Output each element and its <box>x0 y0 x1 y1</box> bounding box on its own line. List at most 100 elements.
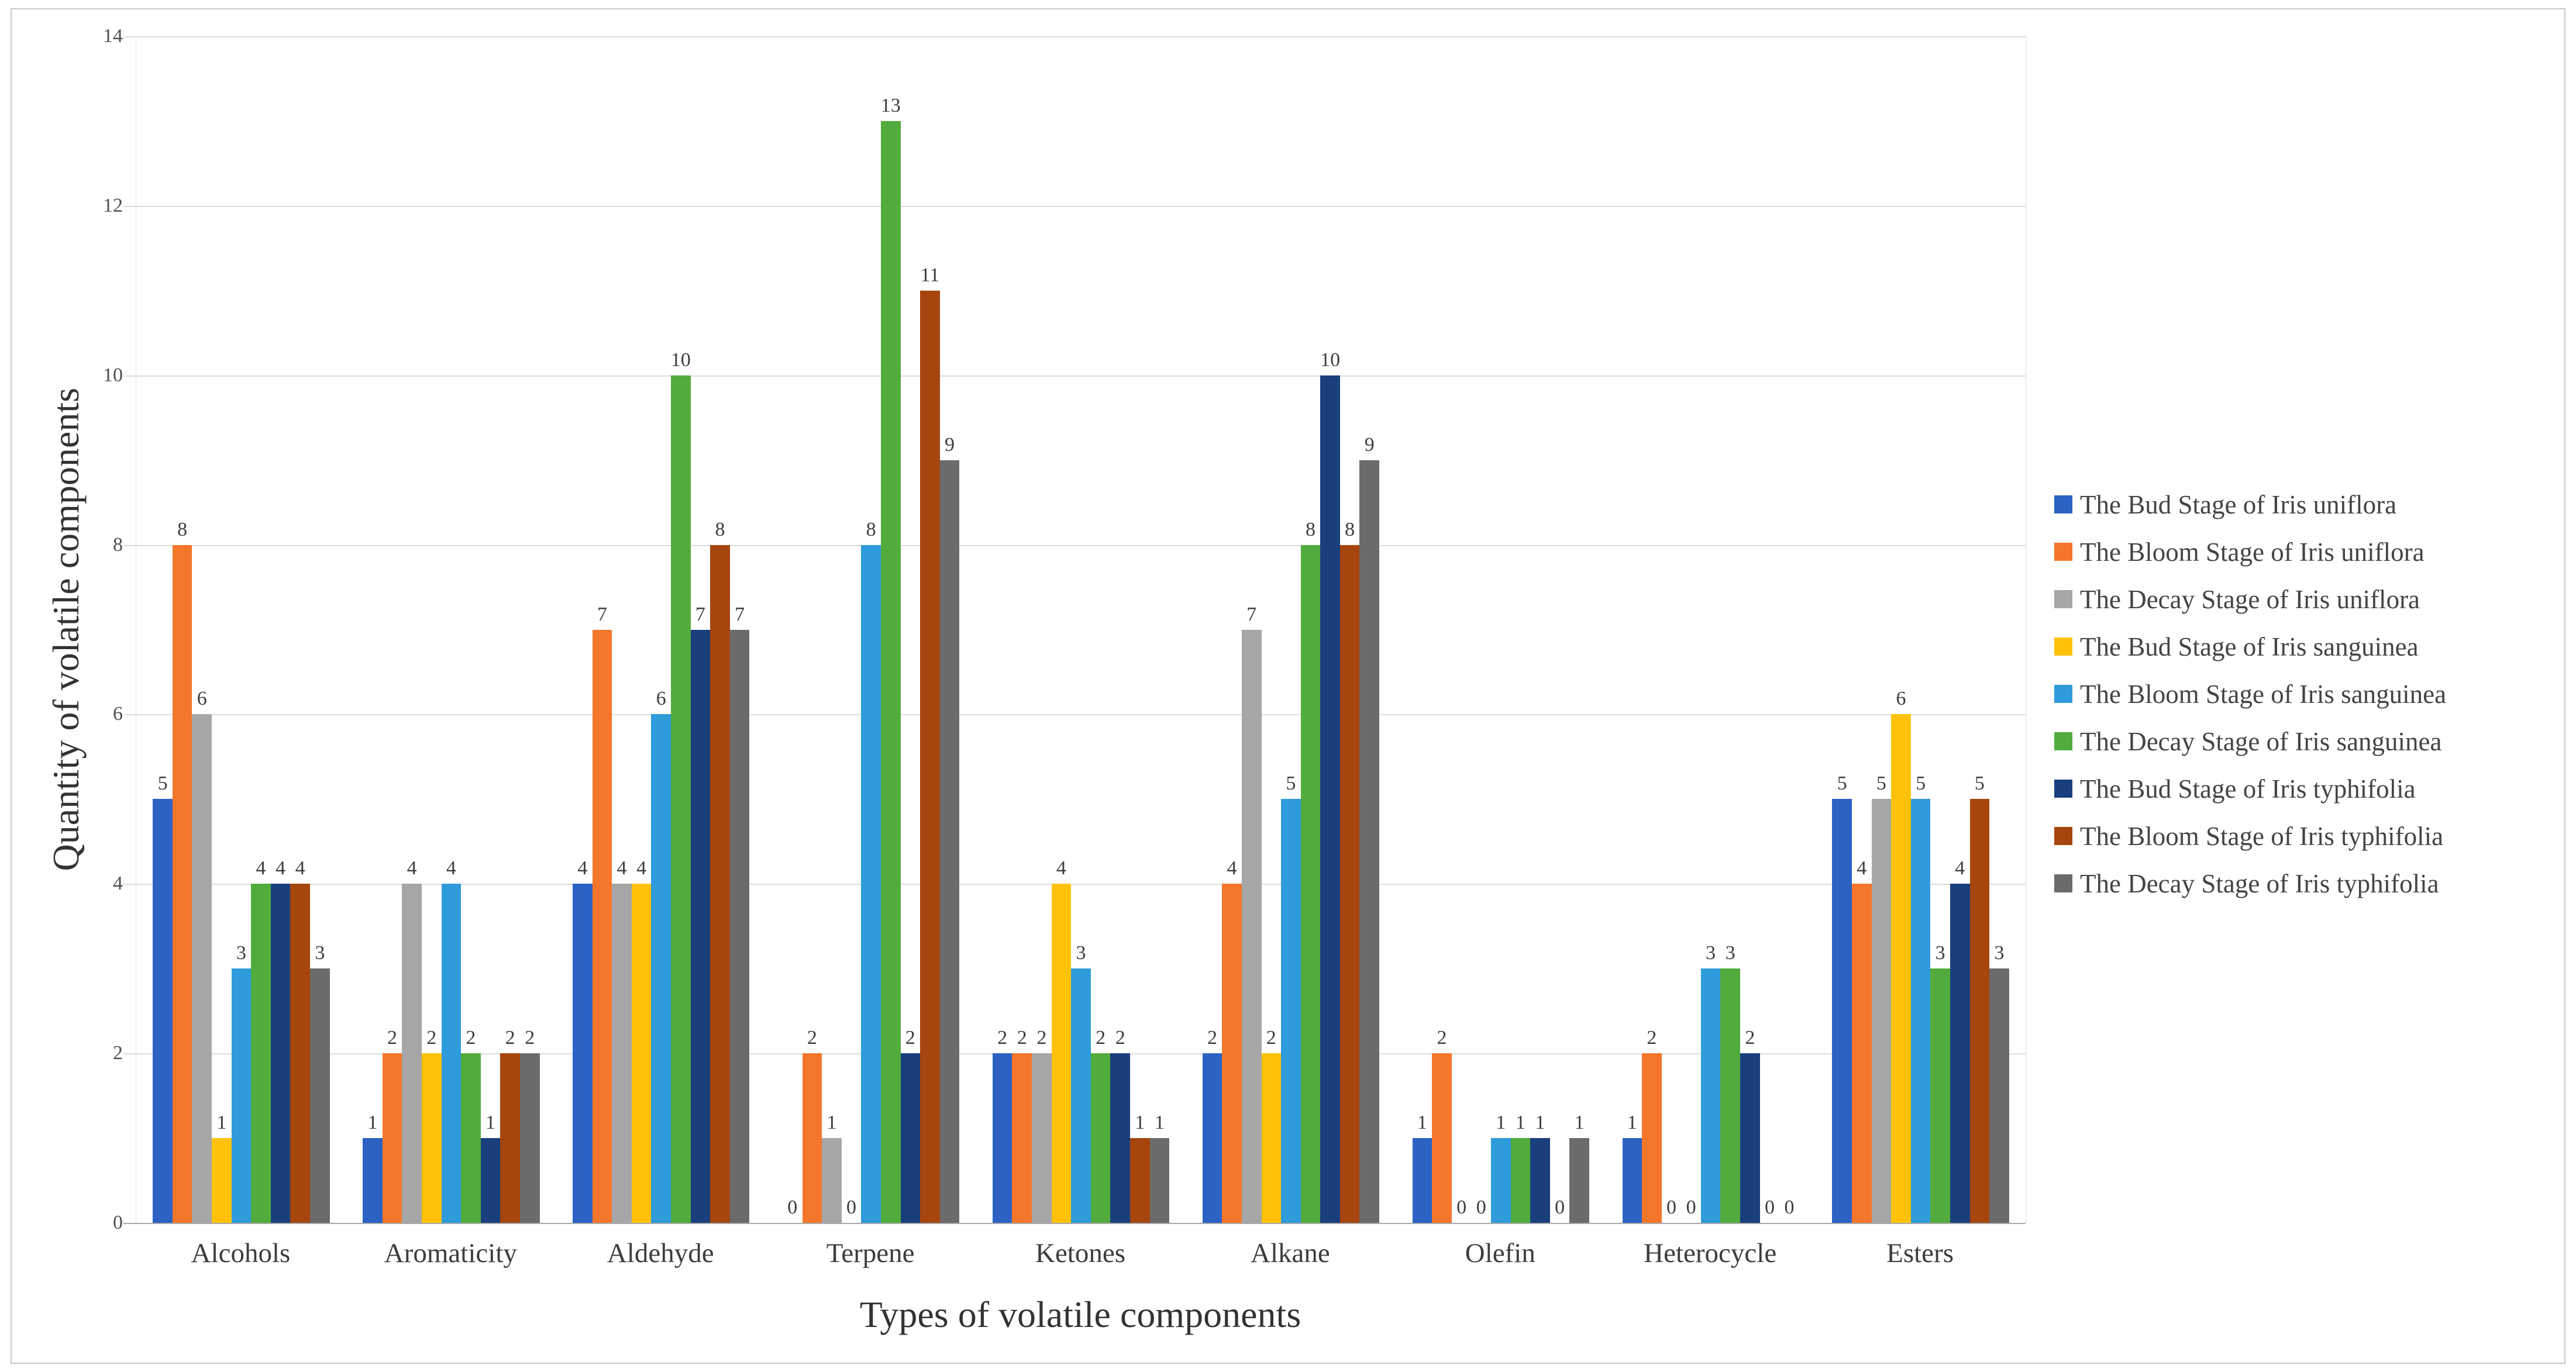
bar-slot: 1 <box>1412 36 1432 1223</box>
x-axis-title: Types of volatile components <box>859 1294 1301 1335</box>
bar-value-label: 1 <box>485 1112 496 1134</box>
bar-slot: 4 <box>290 36 311 1223</box>
bar-slot: 0 <box>1452 36 1472 1223</box>
bar <box>1222 884 1242 1223</box>
bar <box>612 884 632 1223</box>
legend-item: The Bud Stage of Iris typhifolia <box>2054 765 2446 812</box>
legend-label: The Decay Stage of Iris typhifolia <box>2080 868 2439 898</box>
bar <box>802 1053 822 1223</box>
bar-value-label: 4 <box>1955 857 1965 880</box>
legend-label: The Bloom Stage of Iris sanguinea <box>2080 679 2447 709</box>
bar <box>270 884 291 1223</box>
bar <box>1359 460 1380 1223</box>
bar-slot: 1 <box>212 36 232 1223</box>
bar <box>1110 1053 1130 1223</box>
bar-slot: 0 <box>1681 36 1701 1223</box>
bar-value-label: 8 <box>177 518 188 540</box>
bar-slot: 2 <box>421 36 442 1223</box>
bar-slot: 8 <box>1300 36 1321 1223</box>
bar-value-label: 2 <box>997 1027 1008 1049</box>
bar-slot: 1 <box>822 36 842 1223</box>
bar <box>1490 1138 1511 1223</box>
gridline <box>123 544 2026 546</box>
bar-value-label: 2 <box>426 1027 437 1049</box>
bar-slot: 0 <box>842 36 862 1223</box>
legend-label: The Bud Stage of Iris uniflora <box>2080 489 2397 519</box>
legend-swatch-icon <box>2054 827 2072 845</box>
bar-slot: 2 <box>1432 36 1452 1223</box>
bar-value-label: 0 <box>1686 1197 1696 1218</box>
legend-swatch-icon <box>2054 590 2072 608</box>
y-axis-title-text: Quantity of volatile components <box>45 388 87 871</box>
bar-value-label: 7 <box>695 603 705 625</box>
bar <box>1891 714 1911 1223</box>
bar <box>1871 799 1892 1223</box>
bar-slot: 0 <box>1550 36 1570 1223</box>
legend-swatch-icon <box>2054 685 2072 703</box>
bar-groups-layer: 5 8 6 1 3 4 4 4 3 1 2 4 2 4 2 1 2 2 4 7 4 4 6 10 7 8 7 0 2 1 0 8 13 2 11 9 2… <box>136 36 2026 1223</box>
bar-slot: 6 <box>651 36 671 1223</box>
bar-slot: 5 <box>153 36 173 1223</box>
bar-value-label: 5 <box>1876 773 1886 795</box>
legend-label: The Bud Stage of Iris typhifolia <box>2080 774 2416 804</box>
bar-slot: 5 <box>1281 36 1301 1223</box>
bar-slot: 5 <box>1910 36 1931 1223</box>
bar-slot: 2 <box>519 36 540 1223</box>
bar <box>1851 884 1872 1223</box>
category-label: Esters <box>1886 1238 1954 1268</box>
category-label: Terpene <box>826 1238 915 1268</box>
bar-slot: 1 <box>1569 36 1589 1223</box>
legend-item: The Decay Stage of Iris sanguinea <box>2054 718 2446 765</box>
bar <box>631 884 652 1223</box>
bar-value-label: 5 <box>1916 773 1926 795</box>
bar-slot: 1 <box>1490 36 1511 1223</box>
bar-value-label: 1 <box>1154 1112 1165 1134</box>
bar <box>441 884 462 1223</box>
bar-value-label: 8 <box>1305 518 1315 540</box>
bar-value-label: 6 <box>1896 688 1906 710</box>
bar-value-label: 1 <box>1417 1112 1427 1134</box>
bar-value-label: 5 <box>157 773 168 795</box>
bar <box>592 629 612 1223</box>
bar <box>1642 1053 1662 1223</box>
bar <box>1032 1053 1052 1223</box>
bar-value-label: 2 <box>1647 1027 1657 1049</box>
bar-slot: 7 <box>1241 36 1262 1223</box>
y-tick-label: 8 <box>113 533 123 556</box>
bar <box>1740 1053 1760 1223</box>
bar-value-label: 4 <box>275 857 286 880</box>
bar-slot: 1 <box>480 36 501 1223</box>
bar-value-label: 1 <box>1574 1112 1585 1134</box>
bar <box>1832 799 1852 1223</box>
bar-value-label: 4 <box>446 857 456 880</box>
legend: The Bud Stage of Iris uniflora The Bloom … <box>2054 481 2446 907</box>
bar-value-label: 2 <box>1036 1027 1047 1049</box>
bar-value-label: 9 <box>1364 433 1375 456</box>
bar-slot: 5 <box>1969 36 1990 1223</box>
bar <box>671 375 691 1223</box>
legend-swatch-icon <box>2054 732 2072 750</box>
legend-swatch-icon <box>2054 543 2072 561</box>
bar-value-label: 5 <box>1286 773 1296 795</box>
bar-slot: 2 <box>900 36 921 1223</box>
bar <box>519 1053 540 1223</box>
bar-slot: 1 <box>1149 36 1170 1223</box>
bar <box>1300 544 1321 1223</box>
bar-slot: 9 <box>1359 36 1380 1223</box>
bar <box>1051 884 1072 1223</box>
bar-value-label: 3 <box>315 942 325 964</box>
bar-value-label: 3 <box>1725 942 1735 964</box>
bar-slot: 1 <box>1129 36 1150 1223</box>
bar-slot: 5 <box>1871 36 1892 1223</box>
bar <box>421 1053 442 1223</box>
bar <box>1989 968 2009 1223</box>
bar-slot: 2 <box>1740 36 1760 1223</box>
bar-value-label: 4 <box>295 857 305 880</box>
bar-slot: 4 <box>441 36 462 1223</box>
bar-slot: 2 <box>461 36 481 1223</box>
legend-swatch-icon <box>2054 780 2072 798</box>
bar <box>1569 1138 1589 1223</box>
bar-slot: 4 <box>573 36 593 1223</box>
